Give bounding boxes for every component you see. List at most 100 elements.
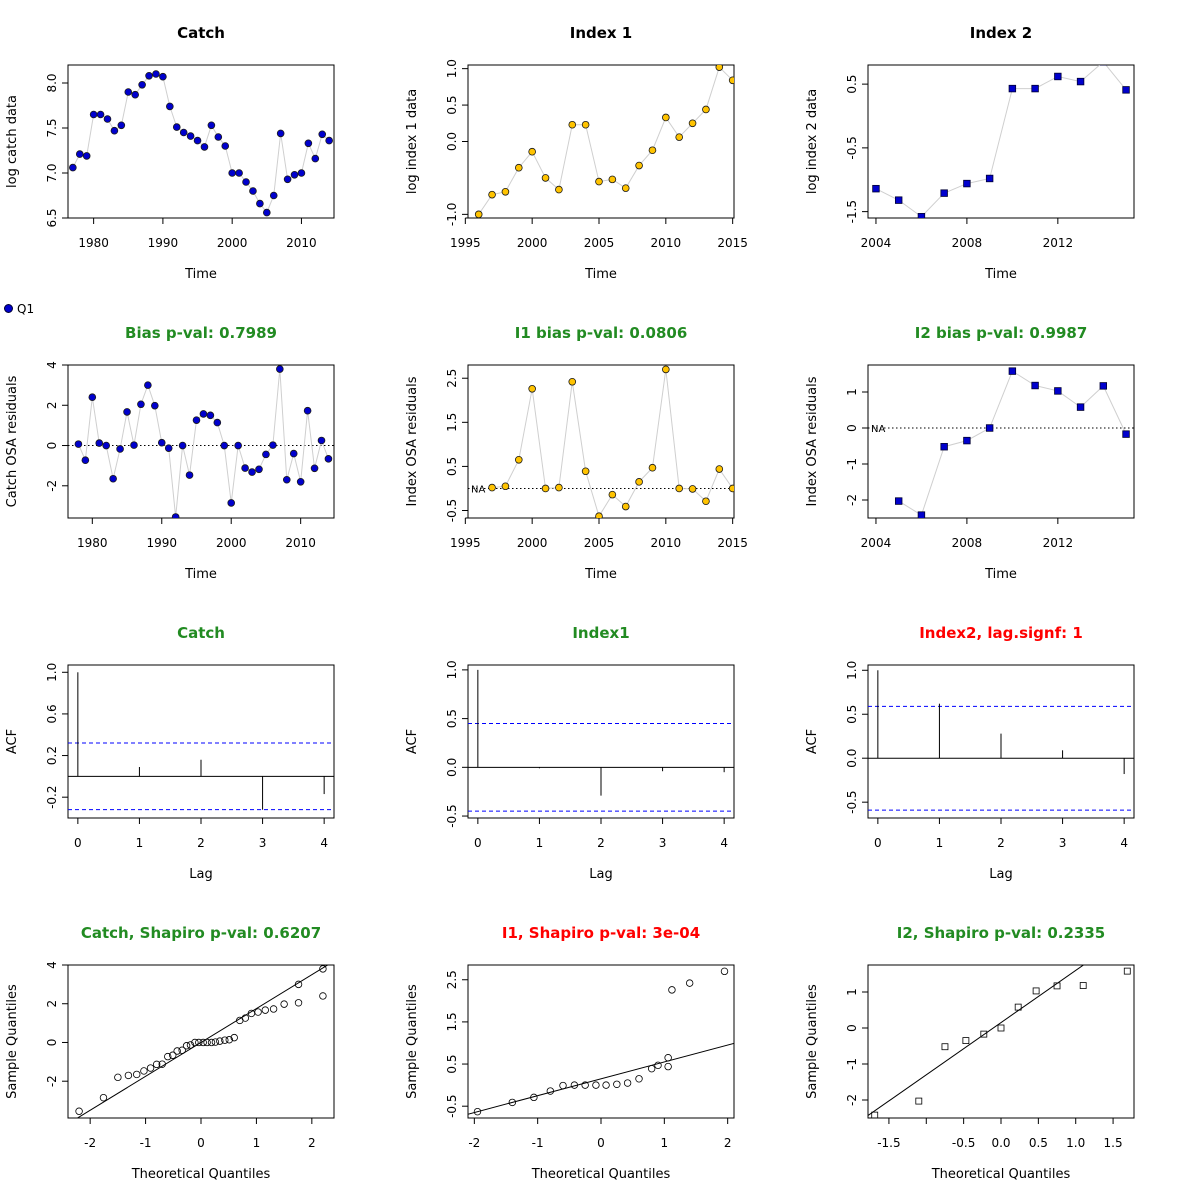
panel-title: Index2, lag.signf: 1 <box>919 624 1083 642</box>
qq-point <box>602 1081 610 1089</box>
panel-index1-osa: I1 bias p-val: 0.0806 1995 2000 2005 2010 201… <box>405 324 748 582</box>
data-point <box>1054 387 1062 395</box>
x-tick-label: 1 <box>253 1136 261 1150</box>
qq-point <box>75 1107 83 1115</box>
x-tick-label: 2004 <box>861 536 892 550</box>
qq-point <box>1014 1003 1022 1011</box>
qq-point <box>261 1006 269 1014</box>
data-point <box>608 175 617 184</box>
data-point <box>728 484 734 493</box>
data-point <box>648 146 657 155</box>
panel-catch-acf: Catch 0 1 2 3 4 -0.2 0.2 0.6 1.0 Lag ACF <box>5 624 335 882</box>
plot-frame <box>867 64 1135 219</box>
qq-point <box>664 1054 672 1062</box>
y-axis-label: Catch OSA residuals <box>5 375 20 507</box>
x-tick-label: 1 <box>661 1136 669 1150</box>
data-point <box>282 475 291 484</box>
data-point <box>1076 403 1085 411</box>
panel-index2-acf: Index2, lag.signf: 1 0 1 2 3 4 -0.5 0.0 0.5 1.0 La… <box>805 624 1135 882</box>
data-point <box>296 477 305 486</box>
plot-area <box>474 65 734 218</box>
data-point <box>289 449 298 458</box>
data-point <box>621 502 630 511</box>
plot-frame <box>867 964 1135 1119</box>
y-tick-label: 1 <box>845 388 859 396</box>
data-point <box>214 133 223 141</box>
y-tick-label: 0.5 <box>845 705 859 724</box>
data-point <box>123 408 131 416</box>
y-axis-label: log catch data <box>5 95 20 188</box>
data-point <box>235 169 243 177</box>
data-point <box>124 88 133 96</box>
x-tick-label: 2015 <box>717 236 748 250</box>
legend-marker-q1 <box>4 304 13 313</box>
x-tick-label: 1980 <box>77 536 108 550</box>
data-point <box>648 463 657 472</box>
x-tick-label: 2008 <box>952 536 983 550</box>
plot-area <box>868 965 1131 1118</box>
data-point <box>95 439 104 447</box>
data-point <box>138 81 146 89</box>
x-tick-label: 2004 <box>861 236 892 250</box>
y-tick-label: -2 <box>845 1094 859 1106</box>
x-tick-label: 2000 <box>216 536 247 550</box>
y-axis-label: ACF <box>5 729 20 754</box>
data-point <box>488 190 496 199</box>
x-axis-label: Theoretical Quantiles <box>131 1167 271 1182</box>
data-point <box>317 436 326 445</box>
qq-point <box>685 979 694 987</box>
panel-index1-qq: I1, Shapiro p-val: 3e-04 -2 -1 0 1 2 -0.5 0.5 1.… <box>405 924 735 1182</box>
x-tick-label: 0.0 <box>991 1136 1010 1150</box>
qq-point <box>570 1081 579 1089</box>
x-tick-label: 3 <box>659 836 667 850</box>
qq-point <box>124 1071 133 1080</box>
data-point <box>227 499 236 507</box>
x-tick-label: 2010 <box>651 236 682 250</box>
data-point <box>324 455 333 463</box>
data-point <box>116 445 124 453</box>
y-tick-label: 2 <box>45 401 59 409</box>
data-point <box>199 410 208 418</box>
data-point <box>74 440 83 448</box>
x-tick-label: 2012 <box>1043 536 1074 550</box>
data-point <box>940 189 948 197</box>
qq-point <box>221 1036 229 1044</box>
qq-reference-line <box>468 1042 734 1115</box>
data-point <box>109 474 117 483</box>
qq-point <box>508 1098 517 1107</box>
data-point <box>702 105 710 114</box>
qq-point <box>186 1041 195 1049</box>
y-tick-label: -2 <box>45 1075 59 1087</box>
data-point <box>581 120 590 129</box>
data-point <box>894 196 903 204</box>
data-point <box>200 143 209 151</box>
data-point <box>179 128 188 137</box>
x-tick-label: 2 <box>724 1136 732 1150</box>
y-tick-label: 6.5 <box>45 208 59 227</box>
panel-title: Index 2 <box>970 24 1033 42</box>
data-point <box>152 70 160 78</box>
data-point <box>568 377 577 386</box>
x-axis-label: Lag <box>189 867 212 882</box>
data-point <box>635 478 643 486</box>
legend-label-q1: Q1 <box>17 302 35 316</box>
x-tick-label: 2015 <box>717 536 748 550</box>
data-point <box>514 455 523 464</box>
data-point <box>1122 430 1130 438</box>
data-point <box>192 416 201 424</box>
x-tick-label: 1980 <box>78 236 109 250</box>
qq-point <box>962 1037 970 1044</box>
qq-point <box>152 1060 161 1069</box>
data-point <box>688 119 697 128</box>
data-point <box>96 110 105 119</box>
qq-point <box>871 1111 879 1118</box>
data-point <box>1008 84 1017 93</box>
qq-point <box>319 992 327 1000</box>
x-tick-label: 2010 <box>651 536 682 550</box>
data-point <box>69 163 77 172</box>
data-point <box>917 213 926 218</box>
data-point <box>81 456 90 465</box>
panel-catch-osa: Bias p-val: 0.7989 1980 1990 2000 2010 -2 0 2 4 T… <box>5 324 335 582</box>
data-point <box>164 444 173 452</box>
